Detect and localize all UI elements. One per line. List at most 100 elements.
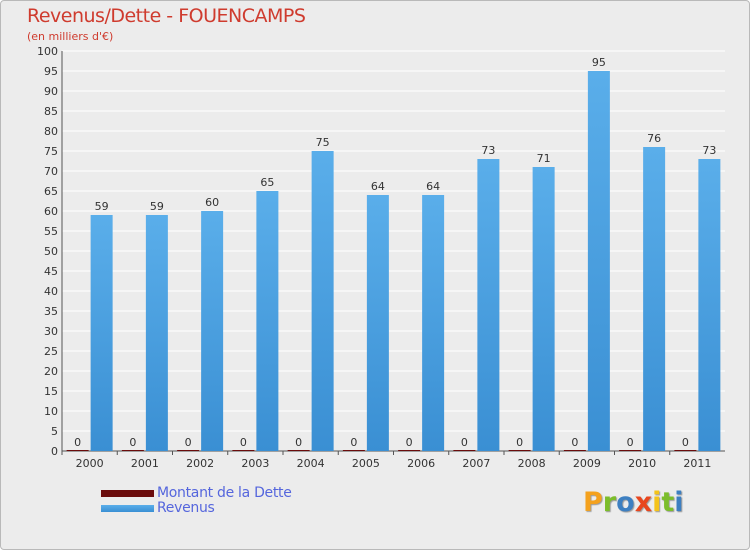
- x-tick-label: 2004: [297, 457, 325, 470]
- data-label-dette: 0: [461, 436, 468, 449]
- data-label-revenus: 59: [150, 200, 164, 213]
- y-tick-label: 60: [44, 205, 58, 218]
- y-tick-label: 85: [44, 105, 58, 118]
- data-label-dette: 0: [516, 436, 523, 449]
- data-label-dette: 0: [627, 436, 634, 449]
- y-tick-label: 80: [44, 125, 58, 138]
- x-tick-label: 2005: [352, 457, 380, 470]
- data-label-revenus: 64: [426, 180, 440, 193]
- bar-dette: [619, 450, 642, 451]
- logo-letter: P: [583, 487, 603, 518]
- data-label-dette: 0: [682, 436, 689, 449]
- bar-revenus: [311, 151, 334, 451]
- logo-letter: i: [652, 487, 662, 518]
- bar-dette: [342, 450, 365, 451]
- data-label-revenus: 71: [537, 152, 551, 165]
- bar-dette: [398, 450, 421, 451]
- y-tick-label: 75: [44, 145, 58, 158]
- bar-revenus: [90, 215, 113, 451]
- logo-letter: o: [616, 487, 635, 518]
- y-tick-label: 25: [44, 345, 58, 358]
- data-label-dette: 0: [295, 436, 302, 449]
- bar-dette: [121, 450, 144, 451]
- bar-dette: [453, 450, 476, 451]
- bar-revenus: [587, 71, 610, 451]
- y-tick-label: 0: [51, 445, 58, 458]
- data-label-revenus: 64: [371, 180, 385, 193]
- bar-revenus: [422, 195, 445, 451]
- legend-label-dette: Montant de la Dette: [157, 485, 292, 501]
- data-label-revenus: 73: [481, 144, 495, 157]
- data-label-revenus: 95: [592, 56, 606, 69]
- x-tick-label: 2002: [186, 457, 214, 470]
- bar-dette: [177, 450, 200, 451]
- x-tick-label: 2006: [407, 457, 435, 470]
- y-tick-label: 10: [44, 405, 58, 418]
- grid-lines: [62, 50, 725, 452]
- bar-dette: [674, 450, 697, 451]
- logo-letter: i: [674, 487, 684, 518]
- y-tick-label: 90: [44, 85, 58, 98]
- proxiti-logo: Proxiti: [583, 487, 684, 518]
- data-label-dette: 0: [185, 436, 192, 449]
- chart-subtitle: (en milliers d'€): [27, 30, 114, 43]
- bar-revenus: [477, 159, 500, 451]
- y-tick-label: 50: [44, 245, 58, 258]
- bar-dette: [66, 450, 89, 451]
- data-label-dette: 0: [129, 436, 136, 449]
- y-tick-label: 30: [44, 325, 58, 338]
- x-tick-label: 2000: [76, 457, 104, 470]
- y-tick-label: 70: [44, 165, 58, 178]
- data-label-dette: 0: [350, 436, 357, 449]
- data-label-revenus: 73: [702, 144, 716, 157]
- data-label-dette: 0: [406, 436, 413, 449]
- y-tick-label: 35: [44, 305, 58, 318]
- y-tick-label: 95: [44, 65, 58, 78]
- logo-letter: r: [602, 487, 617, 518]
- x-tick-label: 2010: [628, 457, 656, 470]
- bar-revenus: [366, 195, 389, 451]
- bar-dette: [232, 450, 255, 451]
- y-tick-label: 100: [37, 45, 58, 58]
- bar-revenus: [698, 159, 721, 451]
- logo-letter: x: [634, 487, 653, 518]
- x-tick-label: 2008: [518, 457, 546, 470]
- data-label-dette: 0: [240, 436, 247, 449]
- bar-revenus: [643, 147, 666, 451]
- x-tick-label: 2003: [241, 457, 269, 470]
- bar-dette: [563, 450, 586, 451]
- x-tick-label: 2001: [131, 457, 159, 470]
- x-tick-label: 2011: [683, 457, 711, 470]
- data-label-revenus: 65: [260, 176, 274, 189]
- legend-swatch-dette: [101, 490, 154, 497]
- axes: [61, 51, 725, 455]
- bar-revenus: [145, 215, 168, 451]
- y-tick-label: 55: [44, 225, 58, 238]
- legend-swatch-revenus: [101, 505, 154, 512]
- x-tick-label: 2009: [573, 457, 601, 470]
- chart-title: Revenus/Dette - FOUENCAMPS: [27, 5, 306, 27]
- y-tick-label: 5: [51, 425, 58, 438]
- y-tick-label: 40: [44, 285, 58, 298]
- bar-dette: [508, 450, 531, 451]
- logo-letter: t: [661, 487, 675, 518]
- bar-revenus: [201, 211, 224, 451]
- bar-revenus: [256, 191, 279, 451]
- x-tick-label: 2007: [462, 457, 490, 470]
- y-tick-label: 20: [44, 365, 58, 378]
- y-tick-label: 45: [44, 265, 58, 278]
- data-label-revenus: 60: [205, 196, 219, 209]
- data-label-dette: 0: [571, 436, 578, 449]
- labels: 0 5 10 15 20 25 30 35 40 45 50 55 60 65 70 75 80 85 90 95 10…: [37, 45, 716, 470]
- bars: [66, 71, 721, 451]
- data-label-dette: 0: [74, 436, 81, 449]
- y-tick-label: 65: [44, 185, 58, 198]
- data-label-revenus: 76: [647, 132, 661, 145]
- bar-dette: [287, 450, 310, 451]
- bar-revenus: [532, 167, 555, 451]
- data-label-revenus: 59: [95, 200, 109, 213]
- legend-label-revenus: Revenus: [157, 500, 215, 516]
- y-tick-label: 15: [44, 385, 58, 398]
